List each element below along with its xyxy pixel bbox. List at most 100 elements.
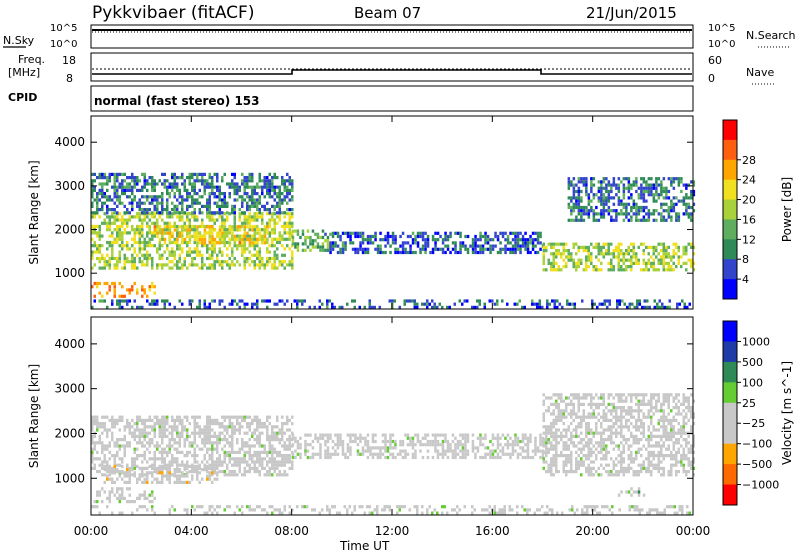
power-cell — [545, 245, 548, 249]
velocity-cell — [610, 402, 613, 406]
power-cell — [424, 231, 427, 235]
power-cell — [113, 215, 116, 219]
power-cell — [108, 198, 111, 202]
velocity-cell — [268, 438, 271, 442]
power-cell — [96, 195, 99, 199]
velocity-cell — [607, 434, 610, 438]
power-cell — [256, 263, 259, 267]
velocity-cell — [156, 441, 159, 445]
power-cell — [660, 202, 663, 206]
power-cell — [233, 182, 236, 186]
velocity-cell — [376, 446, 380, 450]
power-cell — [311, 229, 315, 233]
power-cell — [251, 176, 254, 180]
power-cell — [640, 183, 643, 187]
velocity-cell — [384, 449, 387, 453]
power-cell — [692, 261, 695, 265]
velocity-cell — [562, 399, 565, 403]
velocity-cell — [607, 418, 610, 422]
colorbar-tick-label: 16 — [742, 213, 756, 226]
power-cell — [101, 195, 104, 199]
power-cell — [253, 302, 256, 306]
velocity-cell — [91, 425, 94, 429]
velocity-cell — [286, 460, 289, 464]
power-cell — [610, 189, 613, 194]
velocity-cell — [203, 468, 206, 472]
power-cell — [655, 245, 658, 249]
power-cell — [193, 240, 196, 245]
power-cell — [198, 172, 201, 176]
power-cell — [168, 182, 171, 186]
velocity-cell — [211, 464, 214, 468]
velocity-cell — [607, 473, 610, 477]
power-cell — [622, 252, 625, 256]
power-cell — [394, 241, 397, 245]
power-cell — [158, 179, 161, 183]
power-cell — [266, 188, 269, 192]
power-cell — [251, 201, 254, 205]
power-cell — [653, 299, 656, 303]
power-cell — [454, 244, 457, 248]
power-cell — [131, 192, 134, 196]
power-cell — [101, 244, 104, 248]
power-cell — [401, 241, 405, 245]
velocity-cell — [288, 457, 291, 461]
power-cell — [501, 234, 505, 239]
power-cell — [615, 212, 618, 216]
velocity-cell — [158, 457, 161, 461]
velocity-cell — [196, 444, 199, 448]
power-cell — [116, 302, 119, 306]
power-cell — [682, 252, 685, 256]
power-cell — [256, 218, 259, 222]
power-cell — [449, 231, 452, 235]
power-cell — [670, 180, 673, 184]
velocity-cell — [555, 406, 558, 410]
power-cell — [281, 253, 284, 257]
velocity-cell — [236, 415, 239, 419]
velocity-cell — [276, 438, 279, 442]
power-cell — [168, 185, 171, 189]
power-cell — [253, 241, 257, 245]
velocity-cell — [101, 444, 104, 448]
power-cell — [602, 205, 606, 210]
velocity-cell — [587, 447, 590, 451]
power-cell — [311, 242, 315, 246]
power-cell — [171, 208, 174, 212]
power-cell — [156, 211, 159, 215]
power-cell — [650, 177, 653, 181]
velocity-cell — [346, 446, 350, 450]
power-cell — [524, 231, 527, 235]
velocity-cell — [364, 439, 367, 444]
power-cell — [581, 299, 584, 303]
power-cell — [251, 225, 254, 229]
velocity-cell — [228, 444, 231, 448]
velocity-cell — [236, 460, 239, 464]
power-cell — [491, 299, 494, 303]
power-cell — [166, 256, 169, 261]
power-cell — [550, 261, 553, 265]
power-cell — [414, 234, 417, 239]
velocity-cell — [451, 455, 455, 460]
power-cell — [486, 234, 490, 239]
velocity-cell — [216, 457, 219, 461]
velocity-cell — [286, 422, 289, 426]
velocity-cell — [263, 457, 266, 461]
power-cell — [662, 218, 666, 222]
velocity-cell — [597, 396, 600, 400]
velocity-cell — [196, 431, 199, 435]
power-cell — [193, 234, 197, 238]
power-cell — [91, 256, 94, 261]
velocity-cell — [248, 428, 251, 432]
velocity-cell — [258, 463, 261, 467]
velocity-cell — [93, 463, 96, 467]
velocity-cell — [283, 444, 286, 448]
power-cell — [256, 231, 259, 235]
velocity-cell — [555, 457, 558, 461]
power-cell — [605, 202, 608, 206]
power-cell — [221, 218, 224, 222]
power-cell — [393, 299, 396, 303]
velocity-cell — [101, 415, 104, 419]
power-cell — [128, 188, 131, 192]
power-cell — [131, 208, 134, 212]
power-cell — [166, 192, 169, 196]
